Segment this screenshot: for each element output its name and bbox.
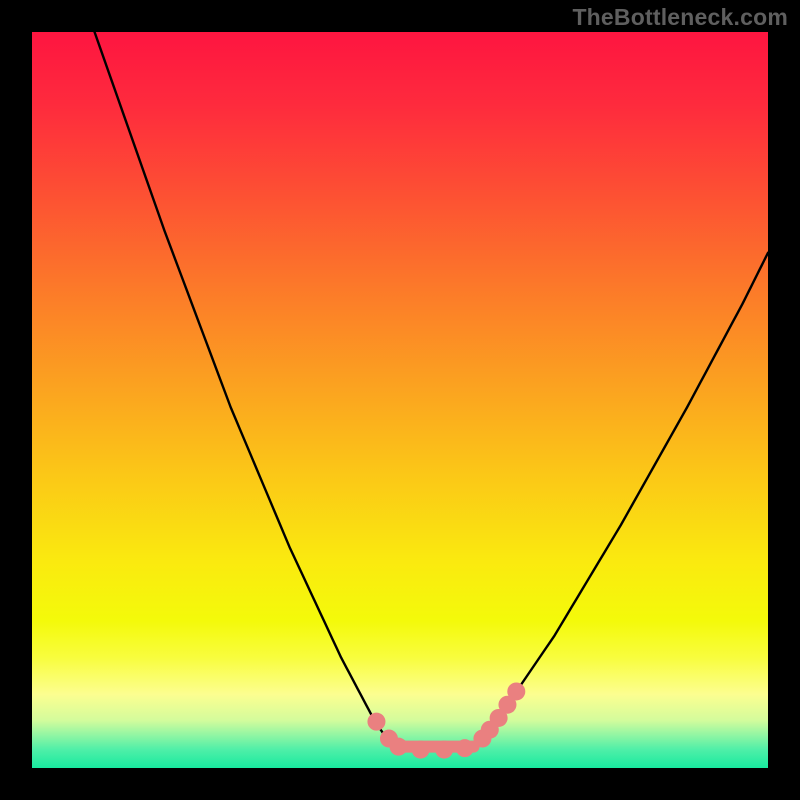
highlight-dot bbox=[390, 738, 408, 756]
highlight-dot bbox=[507, 682, 525, 700]
gradient-background bbox=[32, 32, 768, 768]
chart-svg bbox=[0, 0, 800, 800]
watermark-text: TheBottleneck.com bbox=[572, 4, 788, 31]
highlight-dot bbox=[456, 739, 474, 757]
chart-stage: TheBottleneck.com bbox=[0, 0, 800, 800]
highlight-dot bbox=[412, 741, 430, 759]
highlight-dot bbox=[367, 713, 385, 731]
highlight-dot bbox=[435, 741, 453, 759]
